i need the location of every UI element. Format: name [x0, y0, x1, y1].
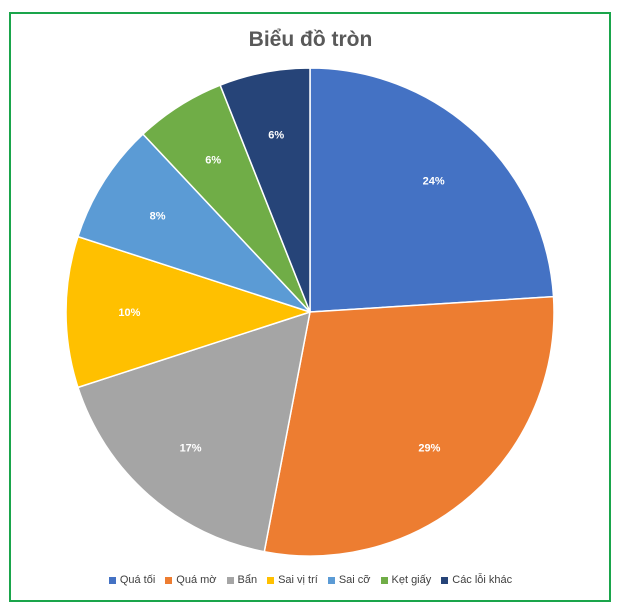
legend-swatch [441, 576, 449, 584]
legend-entry: Quá tối [108, 574, 156, 586]
legend-label: Sai cỡ [338, 574, 371, 586]
pie-slice [76, 133, 311, 313]
legend-entry: Quá mờ [165, 574, 217, 586]
pie-slice [65, 235, 313, 389]
data-label: 17% [180, 442, 202, 454]
legend-swatch [267, 576, 275, 584]
legend-entry: Bẩn [226, 574, 258, 586]
pie-slice [76, 310, 311, 553]
pie-slice [263, 295, 555, 557]
legend-swatch [380, 576, 388, 584]
legend-swatch [226, 576, 234, 584]
data-label: 6% [268, 130, 284, 142]
legend: Quá tối Quá mờ Bẩn Sai vị trí Sai cỡ Kẹt giấy… [0, 574, 621, 586]
legend-entry: Các lỗi khác [441, 574, 512, 586]
legend-entry: Sai cỡ [327, 574, 371, 586]
data-label: 24% [423, 175, 445, 187]
legend-swatch [165, 576, 173, 584]
data-label: 29% [418, 442, 440, 454]
legend-label: Bẩn [237, 574, 258, 586]
legend-swatch [108, 576, 116, 584]
chart-title: Biểu đồ tròn [248, 28, 373, 51]
legend-swatch [327, 576, 335, 584]
data-label: 8% [150, 210, 166, 222]
legend-entry: Sai vị trí [267, 574, 318, 586]
data-label: 6% [205, 155, 221, 167]
pie-slice [309, 67, 555, 313]
legend-label: Sai vị trí [278, 574, 318, 586]
legend-label: Kẹt giấy [391, 574, 432, 586]
legend-label: Quá mờ [176, 574, 217, 586]
legend-label: Quá tối [119, 574, 156, 586]
data-label: 10% [118, 307, 140, 319]
legend-label: Các lỗi khác [452, 574, 513, 586]
pie-slice [219, 67, 311, 313]
legend-entry: Kẹt giấy [380, 574, 432, 586]
